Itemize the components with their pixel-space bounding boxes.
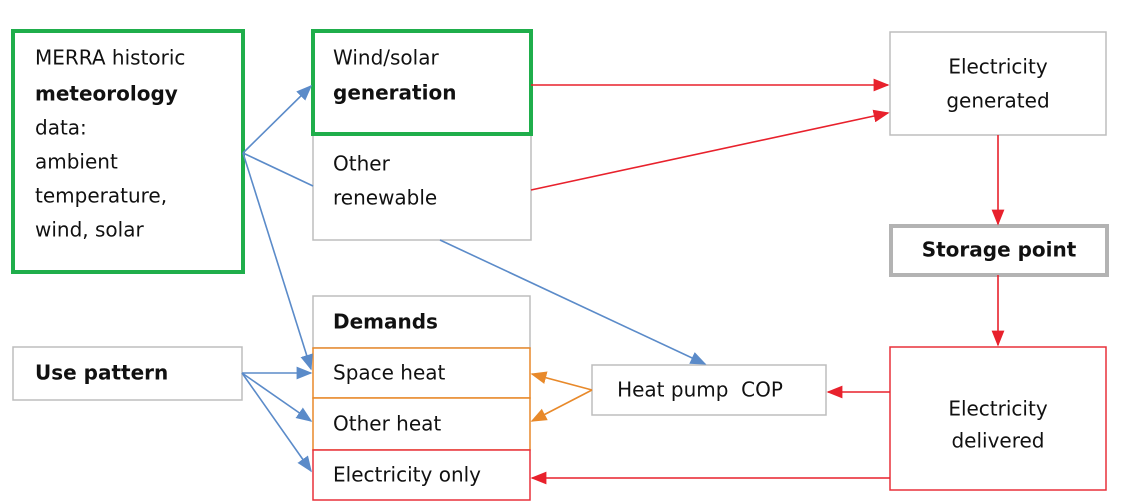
arrow xyxy=(242,152,313,371)
node-label: Electricity only xyxy=(333,463,481,487)
box xyxy=(12,346,243,401)
box xyxy=(312,449,531,501)
node-label: ambient xyxy=(35,150,118,174)
box xyxy=(889,31,1107,136)
node-label: Electricity xyxy=(948,55,1048,79)
node-label: MERRA historic xyxy=(35,46,185,70)
node-label: Demands xyxy=(333,310,438,334)
node-label: meteorology xyxy=(35,82,178,106)
box xyxy=(312,295,531,349)
node-label: generated xyxy=(946,89,1049,113)
node-label: Other xyxy=(333,152,391,176)
node-label: Use pattern xyxy=(35,361,168,385)
node-label: data: xyxy=(35,116,87,140)
box xyxy=(311,29,533,136)
node-label: Heat pump COP xyxy=(617,378,783,402)
node-label: generation xyxy=(333,81,456,105)
box xyxy=(889,224,1109,277)
arrows xyxy=(241,78,1005,485)
box xyxy=(11,29,245,274)
box xyxy=(889,346,1107,491)
node-label: Space heat xyxy=(333,361,446,385)
node-label: Other heat xyxy=(333,412,441,436)
arrow xyxy=(241,372,313,422)
arrow xyxy=(242,84,313,154)
node-label: delivered xyxy=(951,429,1044,453)
arrow xyxy=(439,239,707,365)
boxes xyxy=(11,29,1109,501)
node-label: wind, solar xyxy=(35,218,144,242)
labels: MERRA historic meteorology data: ambient… xyxy=(35,46,1077,487)
box xyxy=(312,133,532,241)
box xyxy=(312,397,531,451)
node-label: temperature, xyxy=(35,184,167,208)
arrow xyxy=(530,389,593,422)
arrow xyxy=(530,109,890,191)
node-label: Wind/solar xyxy=(333,46,439,70)
arrow xyxy=(241,372,312,473)
box xyxy=(591,364,827,416)
arrow xyxy=(530,371,593,391)
node-label: Electricity xyxy=(948,397,1048,421)
node-label: renewable xyxy=(333,186,437,210)
node-label: Storage point xyxy=(922,238,1077,262)
connector xyxy=(242,152,314,187)
